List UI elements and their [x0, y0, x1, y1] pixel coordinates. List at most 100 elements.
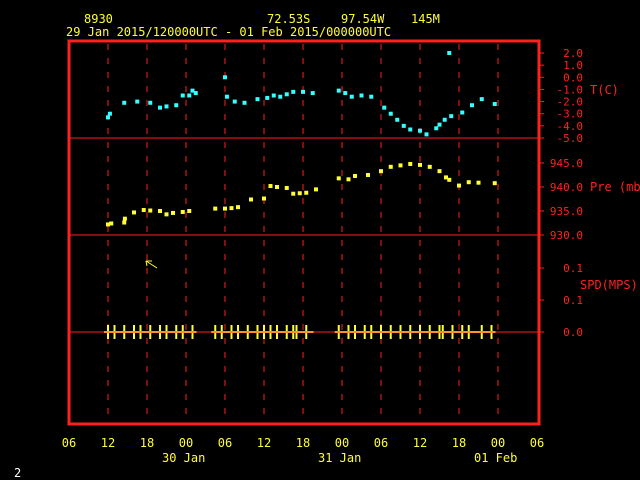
temperature-point — [388, 111, 393, 116]
pressure-point — [164, 212, 169, 217]
pressure-point — [141, 208, 146, 213]
time-axis-ticks: 06 12 18 00 06 12 18 00 06 12 18 00 06 — [62, 436, 544, 450]
temperature-point — [447, 51, 452, 55]
temperature-tick-label: 1.0 — [563, 59, 583, 72]
pressure-point — [229, 206, 234, 211]
temperature-point — [310, 91, 315, 96]
pressure-point — [275, 185, 279, 189]
temperature-point — [265, 95, 270, 100]
temperature-point — [271, 93, 276, 98]
wind-axis-label: SPD(MPS) — [580, 278, 638, 292]
temperature-point — [359, 93, 364, 98]
temperature-series — [106, 51, 497, 137]
pressure-point — [291, 191, 296, 196]
temperature-point — [122, 100, 127, 105]
temperature-tick-label: -4.0 — [557, 120, 584, 133]
pressure-point — [437, 169, 442, 174]
temperature-tick-label: -3.0 — [557, 108, 584, 121]
pressure-point — [346, 177, 351, 182]
temperature-point — [460, 110, 465, 115]
time-tick-label: 06 — [218, 436, 232, 450]
time-tick-label: 18 — [140, 436, 154, 450]
temperature-point — [343, 91, 348, 96]
pressure-point — [476, 180, 481, 185]
pressure-point — [444, 175, 448, 180]
temperature-point — [470, 103, 474, 108]
time-tick-label: 00 — [335, 436, 349, 450]
temperature-tick-label: 2.0 — [563, 47, 583, 60]
pressure-axis-ticks: 945.0 940.0 935.0 930.0 — [539, 157, 583, 242]
pressure-point — [249, 197, 253, 202]
time-range-label: 29 Jan 2015/120000UTC - 01 Feb 2015/0000… — [66, 25, 392, 39]
temperature-point — [449, 114, 454, 119]
pressure-point — [262, 196, 266, 201]
pressure-point — [122, 216, 127, 221]
pressure-point — [106, 222, 110, 227]
station-id: 8930 — [84, 12, 113, 26]
pressure-point — [447, 177, 452, 182]
temperature-point — [232, 99, 237, 104]
date-label-01-feb: 01 Feb — [474, 451, 518, 465]
temperature-point — [408, 127, 413, 132]
time-tick-label: 06 — [374, 436, 388, 450]
temperature-point — [223, 75, 227, 80]
temperature-point — [193, 91, 198, 96]
temperature-point — [442, 117, 447, 122]
pressure-point — [388, 164, 393, 169]
time-tick-label: 00 — [179, 436, 193, 450]
pressure-point — [132, 210, 136, 215]
temperature-point — [135, 99, 140, 104]
wind-axis-ticks: 0.1 0.1 0.0 — [539, 262, 583, 339]
pressure-point — [213, 206, 218, 211]
pressure-point — [187, 209, 192, 213]
temperature-point — [242, 100, 247, 105]
temperature-point — [107, 111, 112, 116]
temperature-point — [284, 92, 289, 97]
time-tick-label: 06 — [530, 436, 544, 450]
pressure-axis-label: Pre (mb) — [590, 180, 640, 194]
pressure-tick-label: 940.0 — [550, 181, 583, 194]
pressure-point — [180, 209, 185, 214]
temperature-point — [382, 105, 387, 110]
pressure-point — [109, 221, 114, 226]
latitude-label: 72.53S — [267, 12, 311, 26]
temperature-point — [349, 94, 354, 99]
pressure-tick-label: 945.0 — [550, 157, 583, 170]
temperature-tick-label: 0.0 — [563, 71, 583, 84]
grid-lines — [107, 44, 499, 421]
time-tick-label: 12 — [413, 436, 427, 450]
temperature-tick-label: -1.0 — [557, 83, 584, 96]
date-label-30-jan: 30 Jan — [162, 451, 206, 465]
time-tick-label: 06 — [62, 436, 76, 450]
temperature-point — [479, 97, 484, 102]
time-tick-label: 00 — [491, 436, 505, 450]
plot-frame — [67, 39, 541, 426]
pressure-point — [457, 183, 461, 188]
pressure-point — [158, 209, 162, 213]
temperature-point — [164, 104, 169, 109]
temperature-point — [255, 97, 260, 102]
pressure-point — [268, 184, 273, 189]
pressure-point — [492, 181, 497, 186]
temperature-point — [278, 94, 283, 99]
temperature-point — [187, 93, 192, 98]
page-number: 2 — [14, 466, 22, 480]
pressure-point — [408, 161, 413, 166]
temperature-point — [437, 122, 442, 127]
elevation-label: 145M — [411, 12, 440, 26]
time-tick-label: 12 — [257, 436, 271, 450]
pressure-tick-label: 930.0 — [550, 229, 583, 242]
temperature-point — [418, 128, 422, 133]
pressure-point — [223, 206, 227, 211]
temperature-point — [301, 89, 305, 94]
pressure-point — [236, 205, 240, 210]
pressure-point — [171, 210, 175, 215]
temperature-point — [180, 93, 185, 98]
temperature-point — [190, 88, 195, 93]
temperature-tick-label: -5.0 — [557, 132, 584, 145]
time-tick-label: 18 — [452, 436, 466, 450]
temperature-point — [174, 103, 179, 108]
cursor-arrow-icon — [145, 260, 158, 269]
temperature-point — [224, 94, 229, 99]
